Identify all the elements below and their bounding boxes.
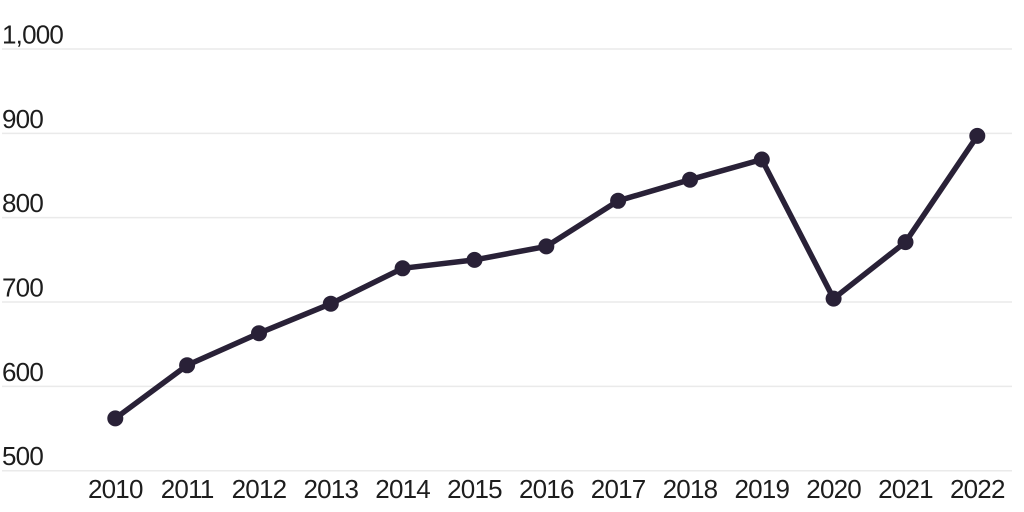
- data-line: [112, 133, 981, 422]
- data-point: [538, 238, 555, 255]
- data-point: [682, 171, 698, 188]
- x-axis-tick-label: 2021: [878, 474, 933, 504]
- x-axis-tick-label: 2015: [447, 474, 502, 504]
- x-axis-tick-label: 2018: [663, 474, 718, 504]
- data-point: [251, 325, 267, 342]
- data-point: [969, 127, 986, 144]
- x-axis-tick-label: 2012: [232, 474, 287, 504]
- x-axis-tick-label: 2014: [375, 474, 430, 504]
- data-point: [466, 251, 483, 268]
- y-axis-tick-label: 900: [2, 104, 43, 134]
- x-axis-tick-label: 2022: [950, 474, 1005, 504]
- data-point: [107, 410, 124, 427]
- data-point: [610, 192, 627, 209]
- x-axis-tick-label: 2013: [303, 474, 358, 504]
- x-axis-tick-label: 2019: [734, 474, 789, 504]
- data-point: [825, 290, 842, 307]
- x-axis-tick-label: 2010: [88, 474, 143, 504]
- x-axis-tick-label: 2017: [591, 474, 646, 504]
- x-axis-tick-label: 2011: [161, 474, 214, 504]
- y-axis-tick-label: 800: [2, 188, 43, 218]
- y-axis-tick-label: 500: [2, 441, 43, 471]
- y-axis-tick-label: 700: [2, 273, 43, 303]
- data-point: [897, 234, 914, 251]
- x-axis-tick-label: 2020: [806, 474, 861, 504]
- data-point: [753, 151, 770, 168]
- data-point: [179, 357, 196, 374]
- x-axis-tick-label: 2016: [519, 474, 574, 504]
- data-point: [322, 295, 339, 312]
- data-point: [394, 260, 411, 277]
- y-axis-tick-label: 1,000: [2, 20, 63, 50]
- y-axis-tick-label: 600: [2, 357, 43, 387]
